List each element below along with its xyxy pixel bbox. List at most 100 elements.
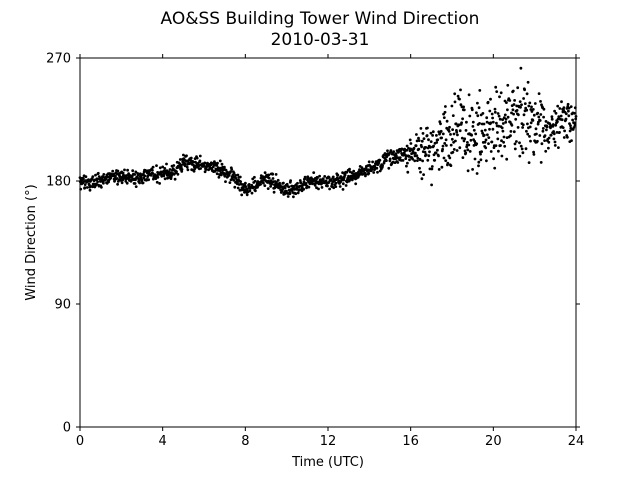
data-point: [141, 181, 145, 185]
data-point: [526, 132, 530, 136]
data-point: [198, 159, 202, 163]
data-point: [505, 157, 509, 161]
data-point: [163, 177, 167, 181]
data-point: [444, 105, 447, 108]
data-point: [484, 138, 488, 142]
data-point: [464, 151, 468, 155]
data-point: [496, 131, 499, 134]
data-point: [328, 187, 331, 191]
data-point: [323, 175, 327, 178]
data-point: [471, 125, 475, 128]
data-point: [195, 156, 199, 160]
data-point: [440, 136, 443, 140]
data-point: [552, 130, 555, 133]
data-point: [183, 164, 187, 168]
data-point: [336, 173, 340, 177]
data-point: [545, 125, 549, 129]
data-point: [515, 109, 519, 112]
data-point: [530, 105, 533, 109]
data-point: [123, 168, 126, 172]
x-tick-label: 12: [320, 434, 337, 449]
data-point: [163, 167, 167, 170]
data-point: [158, 182, 162, 185]
data-point: [407, 146, 410, 150]
data-point: [408, 138, 412, 142]
data-point: [525, 129, 528, 133]
data-point: [115, 177, 119, 180]
data-point: [541, 126, 545, 130]
data-point: [489, 121, 493, 125]
data-point: [480, 150, 483, 154]
data-point: [544, 120, 548, 123]
data-point: [370, 168, 374, 171]
data-point: [178, 158, 182, 161]
data-point: [541, 129, 545, 133]
data-point: [482, 133, 486, 137]
data-point: [461, 156, 465, 160]
data-point: [497, 114, 501, 118]
data-point: [567, 106, 571, 110]
data-point: [386, 149, 389, 153]
data-point: [454, 122, 458, 126]
data-point: [502, 116, 506, 119]
data-point: [452, 132, 456, 136]
data-point: [87, 178, 90, 182]
data-point: [452, 148, 456, 151]
data-point: [431, 130, 435, 134]
data-point: [525, 108, 529, 112]
data-point: [554, 111, 558, 115]
data-point: [143, 174, 147, 178]
data-point: [506, 108, 509, 112]
data-point: [538, 134, 542, 137]
data-point: [230, 168, 234, 171]
data-point: [481, 112, 485, 115]
data-point: [85, 186, 89, 189]
data-point: [449, 133, 452, 136]
data-point: [229, 170, 233, 174]
data-point: [419, 170, 422, 174]
data-point: [568, 122, 571, 125]
data-point: [442, 116, 446, 119]
chart-title: AO&SS Building Tower Wind Direction: [161, 9, 480, 29]
data-point: [494, 144, 498, 148]
data-point: [421, 159, 424, 163]
data-point: [494, 85, 498, 89]
data-point: [429, 131, 433, 135]
data-point: [453, 100, 457, 104]
data-point: [444, 138, 448, 142]
x-tick-label: 0: [76, 434, 84, 449]
data-point: [495, 90, 499, 93]
data-point: [292, 195, 295, 199]
data-point: [523, 102, 527, 105]
data-point: [518, 100, 522, 103]
data-point: [173, 177, 177, 181]
data-point: [155, 164, 158, 168]
data-point: [338, 185, 342, 188]
data-point: [246, 187, 249, 191]
data-point: [485, 159, 488, 163]
axis-ticks: 0 4 8 12 16 20 24 0 90 180 270: [46, 52, 584, 450]
data-point: [419, 126, 423, 130]
data-point: [497, 124, 501, 128]
data-point: [420, 145, 423, 149]
data-point: [248, 189, 252, 193]
data-point: [332, 186, 336, 190]
data-point: [267, 173, 271, 177]
data-point: [236, 173, 240, 177]
data-point: [415, 154, 419, 158]
data-point: [299, 181, 303, 185]
data-point: [500, 126, 504, 130]
data-point: [456, 133, 459, 137]
data-point: [428, 150, 431, 154]
data-point: [371, 160, 374, 164]
data-point: [451, 150, 455, 154]
x-tick-label: 4: [159, 434, 167, 449]
data-point: [186, 168, 190, 172]
data-point: [343, 173, 347, 177]
plot-frame: [79, 57, 577, 428]
data-point: [456, 94, 460, 98]
x-tick-label: 8: [241, 434, 249, 449]
data-point: [344, 184, 348, 187]
data-point: [500, 154, 504, 158]
data-point: [521, 151, 525, 155]
